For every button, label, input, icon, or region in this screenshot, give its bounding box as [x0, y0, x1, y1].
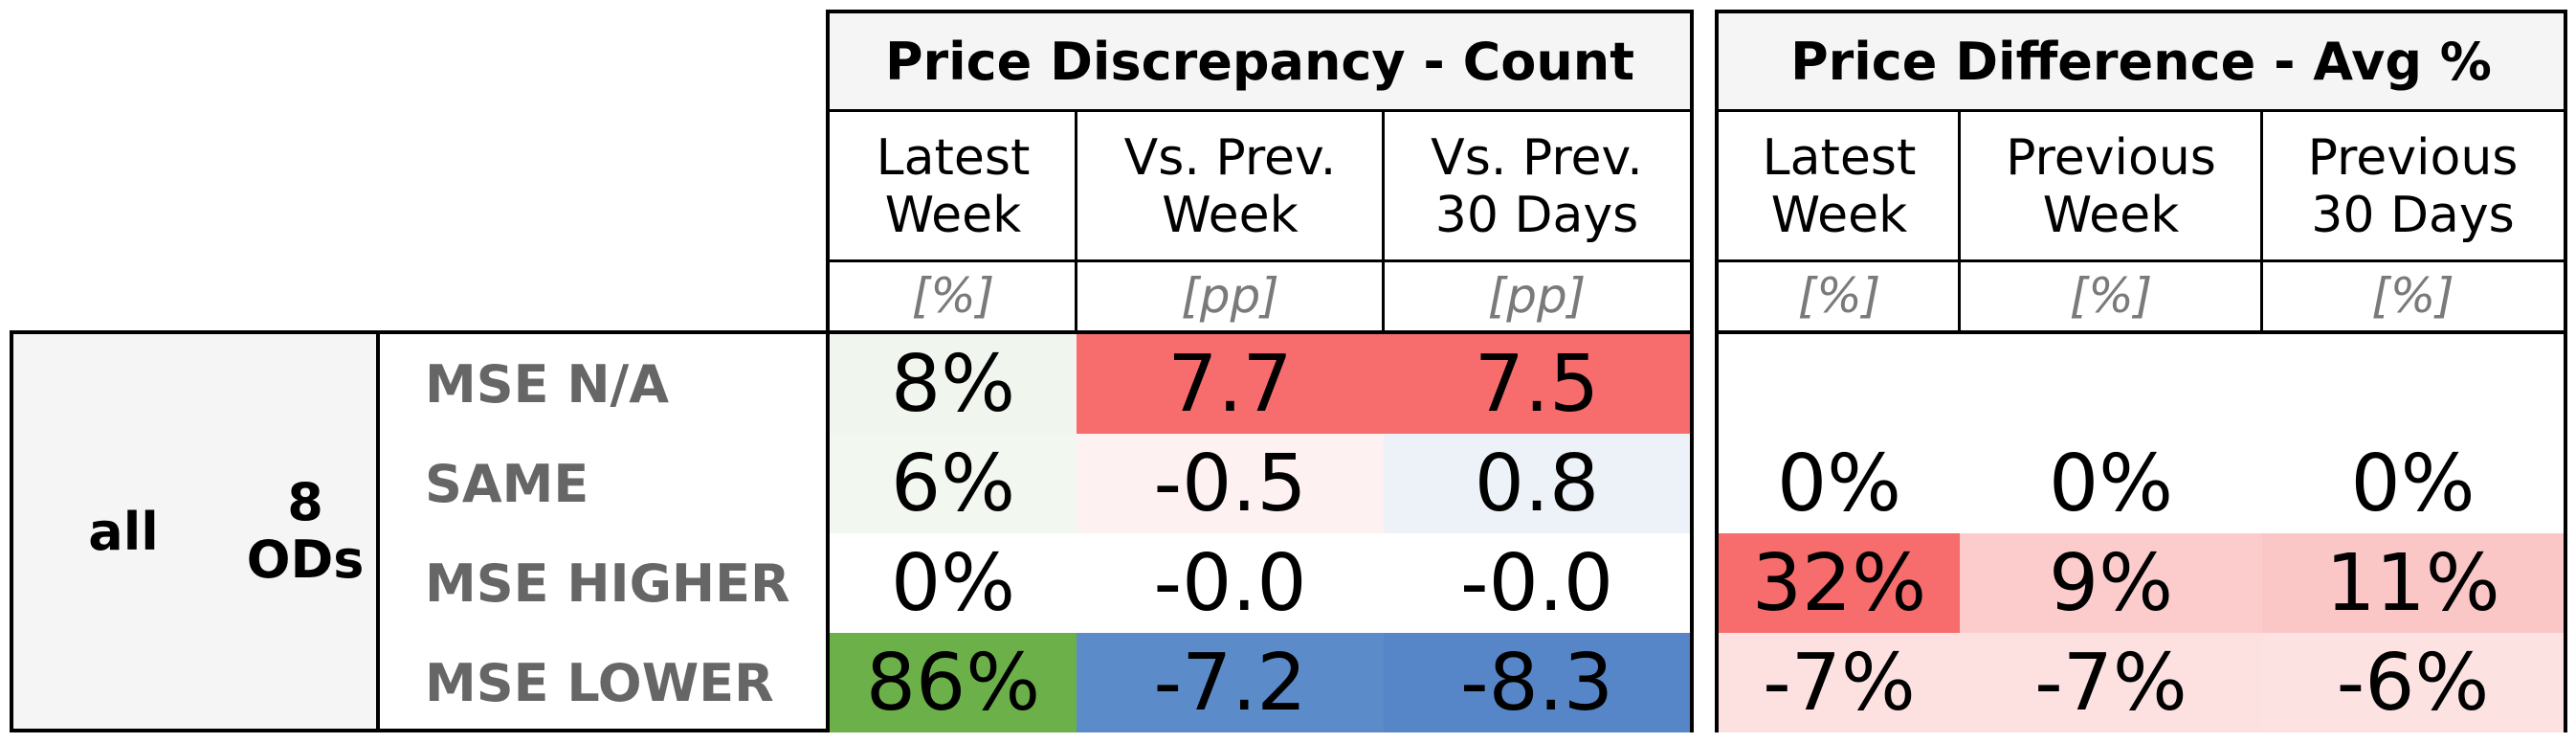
left-cell: -0.0: [1384, 533, 1690, 633]
right-unit-rule: [1715, 330, 2567, 334]
right-cell: -6%: [2262, 633, 2564, 732]
right-title-rule: [1715, 109, 2567, 112]
left-unit-rule: [826, 330, 1694, 334]
right-col-header-2: Previous 30 Days: [2307, 128, 2519, 244]
right-cell: -7%: [1719, 633, 1960, 732]
row-label: MSE N/A: [425, 353, 670, 415]
left-title-rule: [826, 109, 1694, 112]
left-col-header-1: Vs. Prev. Week: [1123, 128, 1337, 244]
left-cell: 8%: [830, 334, 1077, 434]
group-divider: [376, 332, 380, 731]
left-col-unit-1: [pp]: [1181, 268, 1279, 324]
left-cell: -8.3: [1384, 633, 1690, 732]
right-col-unit-2: [%]: [2371, 268, 2454, 324]
left-col-header-0: Latest Week: [876, 128, 1031, 244]
right-col-divider: [2260, 110, 2263, 331]
left-cell: -0.5: [1077, 434, 1384, 533]
group-label: all: [88, 501, 159, 562]
row-label: MSE LOWER: [425, 652, 774, 713]
right-cell: [1719, 334, 1960, 434]
group-count-label: 8 ODs: [246, 472, 365, 590]
right-col-header-1: Previous Week: [2006, 128, 2216, 244]
left-col-divider: [1382, 110, 1385, 331]
row-label-area: [378, 334, 828, 729]
left-cell: 86%: [830, 633, 1077, 732]
right-cell: [2262, 334, 2564, 434]
left-cell: 0%: [830, 533, 1077, 633]
right-cell: -7%: [1960, 633, 2262, 732]
right-cell: 32%: [1719, 533, 1960, 633]
right-cell: 11%: [2262, 533, 2564, 633]
left-cell: 6%: [830, 434, 1077, 533]
right-cell: 0%: [1719, 434, 1960, 533]
right-col-header-0: Latest Week: [1762, 128, 1917, 244]
right-col-unit-1: [%]: [2069, 268, 2153, 324]
right-cell: 9%: [1960, 533, 2262, 633]
right-col-unit-0: [%]: [1797, 268, 1881, 324]
row-label: MSE HIGHER: [425, 552, 790, 614]
right-col-divider: [1958, 110, 1961, 331]
left-cell: 7.5: [1384, 334, 1690, 434]
row-label: SAME: [425, 453, 589, 514]
right-header-rule: [1715, 259, 2567, 262]
right-cell: 0%: [1960, 434, 2262, 533]
left-col-header-2: Vs. Prev. 30 Days: [1431, 128, 1643, 244]
left-col-divider: [1075, 110, 1077, 331]
price-difference-title: Price Difference - Avg %: [1719, 13, 2564, 110]
left-col-unit-0: [%]: [911, 268, 995, 324]
left-header-rule: [826, 259, 1694, 262]
left-cell: -7.2: [1077, 633, 1384, 732]
left-cell: 0.8: [1384, 434, 1690, 533]
left-cell: 7.7: [1077, 334, 1384, 434]
left-col-unit-2: [pp]: [1487, 268, 1587, 324]
left-cell: -0.0: [1077, 533, 1384, 633]
right-cell: [1960, 334, 2262, 434]
right-cell: 0%: [2262, 434, 2564, 533]
price-discrepancy-title: Price Discrepancy - Count: [830, 13, 1690, 110]
